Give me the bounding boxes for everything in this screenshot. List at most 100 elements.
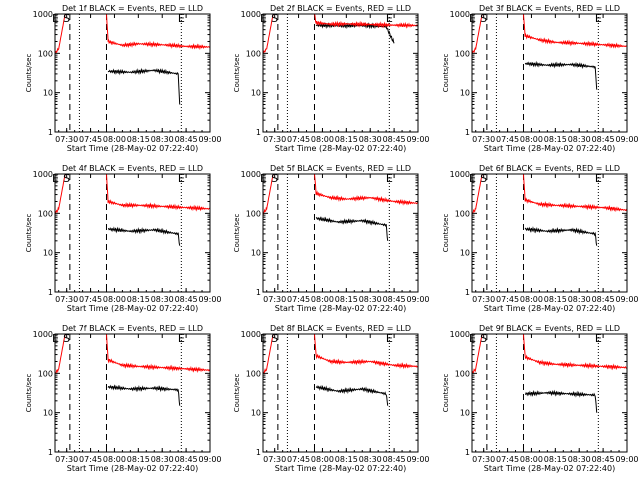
y-tick-label: 10 [460,249,470,258]
y-tick-label: 100 [38,49,53,58]
x-tick-label: 08:00 [103,455,126,464]
axes-frame [54,13,211,133]
y-axis-label: Counts/sec [233,374,241,413]
x-tick-label: 07:45 [496,135,519,144]
x-tick-label: 07:45 [287,295,310,304]
panel-title: Det 5f BLACK = Events, RED = LLD [270,164,411,173]
x-tick-label: 09:00 [198,455,221,464]
y-tick-label: 1 [256,288,261,297]
y-tick-label: 100 [455,369,470,378]
x-tick-label: 08:30 [359,135,382,144]
y-tick-label: 1000 [241,10,261,19]
x-tick-label: 08:15 [127,135,150,144]
x-tick-label: 08:45 [383,455,406,464]
marker-e-start: E [469,332,476,345]
x-tick-label: 08:15 [127,455,150,464]
marker-e-start: E [52,12,59,25]
events-series-line [315,216,389,241]
x-tick-label: 08:45 [592,455,615,464]
x-tick-label: 07:45 [496,455,519,464]
x-tick-label: 08:15 [335,135,358,144]
marker-s: S [480,332,487,345]
x-tick-label: 08:45 [383,135,406,144]
y-tick-label: 1 [256,448,261,457]
marker-e-end: E [178,332,185,345]
y-tick-label: 1 [48,128,53,137]
x-tick-label: 08:30 [151,455,174,464]
marker-s: S [63,12,70,25]
y-tick-label: 1 [465,128,470,137]
axes-frame [471,173,628,293]
x-axis-label: Start Time (28-May-02 07:22:40) [275,304,406,313]
events-series-line [524,226,598,246]
y-tick-label: 1 [465,448,470,457]
lld-series-line [471,13,628,55]
y-axis-label: Counts/sec [442,54,450,93]
lld-series-line [54,333,211,374]
panel-title: Det 1f BLACK = Events, RED = LLD [62,4,203,13]
panel-title: Det 4f BLACK = Events, RED = LLD [62,164,203,173]
x-tick-label: 09:00 [406,295,429,304]
marker-e-end: E [595,332,602,345]
x-tick-label: 07:45 [287,455,310,464]
axes-frame [262,173,419,293]
x-tick-label: 07:30 [55,135,78,144]
panel-title: Det 8f BLACK = Events, RED = LLD [270,324,411,333]
y-axis-label: Counts/sec [25,374,33,413]
x-tick-label: 09:00 [615,455,638,464]
y-tick-label: 1000 [33,170,53,179]
x-tick-label: 08:45 [592,295,615,304]
x-tick-label: 08:30 [568,135,591,144]
marker-s: S [480,172,487,185]
marker-e-start: E [52,332,59,345]
x-tick-label: 09:00 [406,455,429,464]
x-tick-label: 08:00 [103,295,126,304]
x-tick-label: 08:00 [103,135,126,144]
marker-e-end: E [178,12,185,25]
x-tick-label: 08:30 [151,135,174,144]
axes-frame [262,13,419,133]
x-axis-label: Start Time (28-May-02 07:22:40) [484,464,615,473]
marker-e-start: E [260,332,267,345]
y-tick-label: 1000 [450,330,470,339]
y-tick-label: 1 [256,128,261,137]
x-tick-label: 07:30 [472,135,495,144]
events-series-line [524,60,598,90]
x-tick-label: 08:00 [520,455,543,464]
y-tick-label: 1000 [450,10,470,19]
events-series-line [315,22,395,44]
x-tick-label: 08:45 [175,295,198,304]
axes-frame [471,333,628,453]
events-series-line [525,389,598,413]
x-tick-label: 07:30 [263,135,286,144]
axes-frame [54,173,211,293]
y-tick-label: 1 [48,448,53,457]
events-series-line [315,384,389,406]
x-tick-label: 08:45 [383,295,406,304]
x-tick-label: 08:15 [544,455,567,464]
x-tick-label: 08:30 [568,455,591,464]
y-tick-label: 10 [460,89,470,98]
lld-series-line [54,173,211,215]
x-tick-label: 08:00 [311,455,334,464]
y-tick-label: 10 [43,249,53,258]
marker-e-start: E [260,12,267,25]
y-tick-label: 100 [38,369,53,378]
x-tick-label: 09:00 [615,295,638,304]
x-axis-label: Start Time (28-May-02 07:22:40) [484,304,615,313]
x-tick-label: 08:15 [127,295,150,304]
y-axis-label: Counts/sec [442,214,450,253]
y-tick-label: 100 [455,209,470,218]
x-tick-label: 07:45 [496,295,519,304]
y-tick-label: 100 [246,369,261,378]
marker-s: S [271,172,278,185]
marker-e-start: E [260,172,267,185]
x-tick-label: 08:15 [544,135,567,144]
x-tick-label: 08:15 [544,295,567,304]
